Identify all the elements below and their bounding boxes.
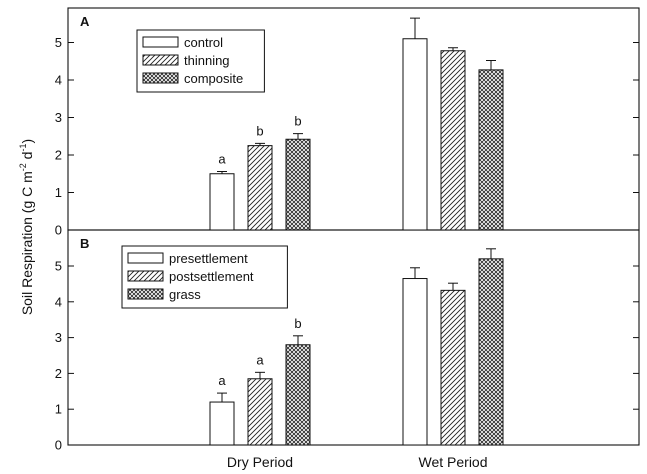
panel-b-plot: 0 1 2 3 4 5 a a b presettlement postsettlement gras…: [55, 245, 639, 453]
legend-label-b-grass: grass: [169, 287, 201, 302]
sig-letter-a-thinning-0: b: [256, 123, 263, 138]
y-tick-label-a-1: 1: [55, 185, 62, 200]
y-tick-label-a-0: 0: [55, 223, 62, 238]
legend-label-a-control: control: [184, 35, 223, 50]
y-tick-label-a-4: 4: [55, 73, 62, 88]
legend-label-a-thinning: thinning: [184, 53, 230, 68]
y-axis-label-main: Soil Respiration (g C m: [19, 171, 35, 315]
panel-a-label: A: [80, 14, 90, 29]
panel-a-plot: 0 1 2 3 4 5 a b b control thinning composite: [55, 17, 639, 238]
y-tick-label-b-1: 1: [55, 402, 62, 417]
y-tick-label-a-3: 3: [55, 110, 62, 125]
bar-a-composite-1: [478, 69, 504, 231]
y-tick-label-b-0: 0: [55, 438, 62, 453]
y-tick-label-a-5: 5: [55, 35, 62, 50]
x-category-dry: Dry Period: [227, 454, 293, 470]
bar-a-thinning-0: [247, 145, 273, 231]
bar-b-presettlement-0: [209, 401, 235, 446]
y-axis-label-sup1: -2: [18, 163, 28, 171]
x-category-wet: Wet Period: [419, 454, 488, 470]
bar-a-control-0: [209, 173, 235, 231]
legend-swatch-b-grass: [127, 288, 164, 300]
y-axis-label-end: ): [19, 139, 35, 144]
bar-b-postsettlement-1: [440, 289, 466, 446]
bar-b-presettlement-1: [402, 278, 428, 446]
y-tick-label-b-4: 4: [55, 294, 62, 309]
sig-letter-b-postsettlement-0: a: [256, 352, 264, 367]
legend-swatch-a-control: [142, 36, 179, 48]
y-tick-label-a-2: 2: [55, 148, 62, 163]
bar-a-composite-0: [285, 138, 311, 231]
legend-swatch-a-composite: [142, 72, 179, 84]
panel-b-label: B: [80, 236, 89, 251]
sig-letter-b-grass-0: b: [294, 316, 301, 331]
bar-a-thinning-1: [440, 50, 466, 231]
y-axis-label: Soil Respiration (g C m-2 d-1): [18, 139, 35, 315]
bar-b-grass-0: [285, 344, 311, 446]
y-tick-label-b-2: 2: [55, 366, 62, 381]
y-axis-label-sup2: -1: [18, 144, 28, 152]
legend-label-b-presettlement: presettlement: [169, 251, 248, 266]
bar-a-control-1: [402, 38, 428, 231]
y-tick-label-b-3: 3: [55, 330, 62, 345]
legend-swatch-b-presettlement: [127, 252, 164, 264]
legend-label-b-postsettlement: postsettlement: [169, 269, 254, 284]
sig-letter-b-presettlement-0: a: [218, 373, 226, 388]
y-tick-label-b-5: 5: [55, 259, 62, 274]
sig-letter-a-control-0: a: [218, 152, 226, 167]
legend-swatch-b-postsettlement: [127, 270, 164, 282]
legend-swatch-a-thinning: [142, 54, 179, 66]
bar-b-grass-1: [478, 258, 504, 446]
sig-letter-a-composite-0: b: [294, 114, 301, 129]
y-axis-label-mid: d: [19, 152, 35, 164]
legend-label-a-composite: composite: [184, 71, 243, 86]
bar-b-postsettlement-0: [247, 378, 273, 446]
